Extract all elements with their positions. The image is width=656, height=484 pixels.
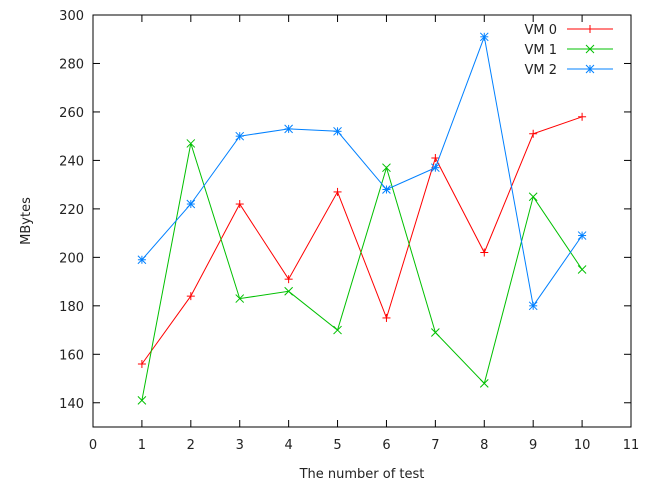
legend-label-1: VM 0 <box>524 23 557 38</box>
y-tick-label-140: 140 <box>59 397 84 412</box>
x-tick-label-2: 2 <box>187 438 195 453</box>
y-tick-label-200: 200 <box>59 251 84 266</box>
data-point-s3-10 <box>577 231 587 240</box>
y-tick-label-160: 160 <box>59 348 84 363</box>
plot-frame <box>92 14 632 428</box>
data-point-s2-3 <box>235 294 245 303</box>
data-point-s2-4 <box>284 286 293 296</box>
x-tick-label-6: 6 <box>382 438 390 453</box>
legend-label-2: VM 1 <box>524 43 557 58</box>
x-tick-label-9: 9 <box>529 438 537 453</box>
y-tick-label-260: 260 <box>59 106 84 121</box>
series-3 <box>137 32 587 311</box>
x-tick-label-1: 1 <box>138 438 146 453</box>
y-tick-label-240: 240 <box>59 154 84 169</box>
data-point-s1-6 <box>382 313 391 322</box>
series-layer <box>137 32 587 405</box>
data-point-s3-2 <box>186 199 196 209</box>
data-point-s2-2 <box>186 139 196 148</box>
data-point-s1-10 <box>578 112 587 121</box>
y-tick-label-280: 280 <box>59 57 84 72</box>
x-axis-ticks: 0 1 2 3 4 5 6 7 8 9 10 11 <box>89 15 639 453</box>
legend-marker-1 <box>586 25 594 33</box>
legend-label-3: VM 2 <box>524 63 557 78</box>
data-point-s1-1 <box>137 359 146 368</box>
legend: VM 0 VM 1 VM 2 <box>524 23 613 78</box>
x-tick-label-11: 11 <box>623 438 640 453</box>
data-point-s1-7 <box>431 153 440 162</box>
x-tick-label-5: 5 <box>333 438 341 453</box>
series-line-3 <box>141 34 583 308</box>
data-point-s1-9 <box>529 129 538 138</box>
data-point-s1-8 <box>480 248 489 257</box>
data-point-s2-5 <box>333 325 342 335</box>
legend-marker-3 <box>585 64 595 74</box>
data-point-s2-7 <box>431 328 440 337</box>
data-point-s1-4 <box>284 275 293 284</box>
y-axis-label: MBytes <box>19 197 34 245</box>
data-point-s3-7 <box>431 163 440 173</box>
series-line-2 <box>141 143 583 401</box>
x-tick-label-8: 8 <box>480 438 488 453</box>
data-point-s2-10 <box>577 265 587 274</box>
data-point-s2-9 <box>528 192 538 202</box>
x-tick-label-4: 4 <box>284 438 292 453</box>
data-point-s2-6 <box>382 163 391 173</box>
legend-marker-2 <box>585 44 595 54</box>
y-tick-label-300: 300 <box>59 9 84 24</box>
data-point-s3-5 <box>333 126 342 136</box>
data-point-s3-8 <box>479 32 489 42</box>
data-point-s1-3 <box>235 200 244 209</box>
data-point-s3-4 <box>284 124 293 134</box>
y-axis-ticks: 140 160 180 200 220 240 260 280 300 <box>59 9 631 412</box>
data-point-s3-1 <box>137 255 147 265</box>
data-point-s1-2 <box>186 292 195 301</box>
data-point-s2-1 <box>137 395 147 405</box>
x-tick-label-7: 7 <box>431 438 439 453</box>
x-tick-label-10: 10 <box>574 438 591 453</box>
x-tick-label-3: 3 <box>236 438 244 453</box>
series-1 <box>137 112 587 368</box>
series-line-1 <box>141 116 583 365</box>
x-axis-label: The number of test <box>299 467 425 482</box>
series-2 <box>137 139 587 405</box>
y-tick-label-180: 180 <box>59 300 84 315</box>
data-point-s1-5 <box>333 187 342 196</box>
data-point-s3-9 <box>528 301 538 311</box>
data-point-s3-3 <box>235 131 245 141</box>
data-point-s3-6 <box>382 185 391 194</box>
data-point-s2-8 <box>479 379 489 388</box>
y-tick-label-220: 220 <box>59 203 84 218</box>
x-tick-label-0: 0 <box>89 438 97 453</box>
